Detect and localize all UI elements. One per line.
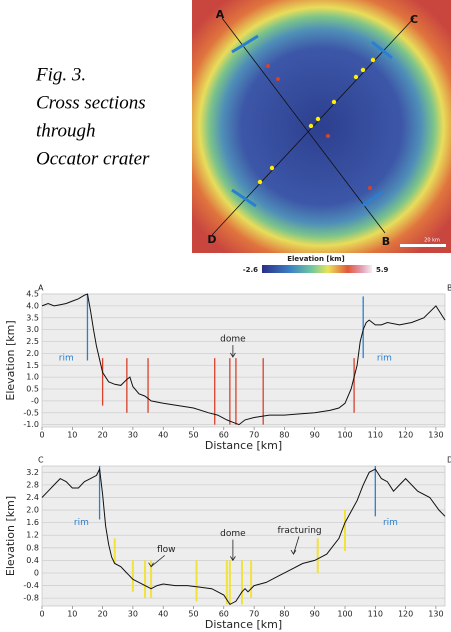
annotation: fracturing [277,526,321,536]
y-axis-label: Elevation [km] [4,496,17,576]
y-tick-label: 1.5 [26,361,39,370]
corner-label: B [447,284,451,293]
x-tick-label: 50 [188,431,198,440]
site-dot [326,134,330,138]
map-label: A [216,8,225,21]
y-tick-label: 2.5 [26,337,39,346]
site-dot [361,68,365,72]
scale-label: 20 km [424,238,440,244]
caption-line: through [36,120,95,141]
x-tick-label: 100 [337,431,352,440]
map-label: D [207,233,216,246]
crater-map: A B C D 20 km [192,0,451,253]
x-tick-label: 50 [188,610,198,619]
site-dot [266,64,270,68]
colorbar-max: 5.9 [376,266,389,274]
site-dot [354,75,358,79]
x-tick-label: 0 [39,610,44,619]
x-tick-label: 120 [398,431,413,440]
y-tick-label: 3.5 [26,313,39,322]
annotation: dome [220,335,246,345]
y-tick-label: 0 [34,568,39,577]
y-tick-label: 2.0 [26,349,39,358]
y-tick-label: 4.0 [26,301,39,310]
y-tick-label: 2.0 [26,506,39,515]
x-tick-label: 90 [310,610,320,619]
x-tick-label: 40 [158,431,168,440]
x-tick-label: 110 [368,610,383,619]
annotation: rim [59,354,74,364]
x-tick-label: 100 [337,610,352,619]
y-axis-label: Elevation [km] [4,320,17,400]
site-dot [368,186,372,190]
site-dot [332,100,336,104]
y-tick-label: 1.2 [26,531,39,540]
y-tick-label: 1.0 [26,373,39,382]
colorbar-title: Elevation [km] [287,255,345,263]
x-tick-label: 120 [398,610,413,619]
x-tick-label: 10 [67,431,77,440]
x-tick-label: 20 [98,610,108,619]
y-tick-label: 1.6 [26,518,39,527]
site-dot [276,77,280,81]
annotation: flow [157,545,176,555]
x-axis-label: Distance [km] [205,439,282,452]
y-tick-label: 0.8 [26,543,39,552]
x-tick-label: 130 [428,431,443,440]
x-tick-label: 40 [158,610,168,619]
y-tick-label: 3.2 [26,468,39,477]
x-tick-label: 20 [98,431,108,440]
y-tick-label: 2.4 [26,493,39,502]
x-tick-label: 10 [67,610,77,619]
annotation: dome [220,529,246,539]
y-tick-label: 2.8 [26,480,39,489]
y-tick-label: -1.0 [23,420,39,429]
scale-bar [400,244,446,247]
x-axis-label: Distance [km] [205,618,282,631]
site-dot [309,124,313,128]
x-tick-label: 30 [128,610,138,619]
annotation: rim [383,518,398,528]
y-tick-label: -0.5 [23,408,39,417]
y-tick-label: -0.4 [23,581,39,590]
y-tick-label: -0.8 [23,594,39,603]
figure: Fig. 3. Cross sections through Occator c… [0,0,451,632]
x-tick-label: 30 [128,431,138,440]
site-dot [316,117,320,121]
caption-line: Fig. 3. [35,64,86,85]
annotation: rim [377,354,392,364]
x-tick-label: 130 [428,610,443,619]
annotation: rim [74,518,89,528]
y-tick-label: 0.5 [26,385,39,394]
x-tick-label: 0 [39,431,44,440]
y-tick-label: 0.4 [26,556,39,565]
x-tick-label: 90 [310,431,320,440]
site-dot [371,58,375,62]
corner-label: D [447,456,451,465]
colorbar [262,265,372,273]
x-tick-label: 110 [368,431,383,440]
y-tick-label: 3.0 [26,325,39,334]
site-dot [258,180,262,184]
map-label: C [410,13,418,26]
caption-line: Occator crater [36,148,150,169]
map-label: B [382,235,390,248]
y-tick-label: -0 [31,396,39,405]
corner-label: C [38,456,44,465]
corner-label: A [38,284,44,293]
site-dot [270,166,274,170]
colorbar-min: -2.6 [243,266,258,274]
caption-line: Cross sections [36,92,146,113]
